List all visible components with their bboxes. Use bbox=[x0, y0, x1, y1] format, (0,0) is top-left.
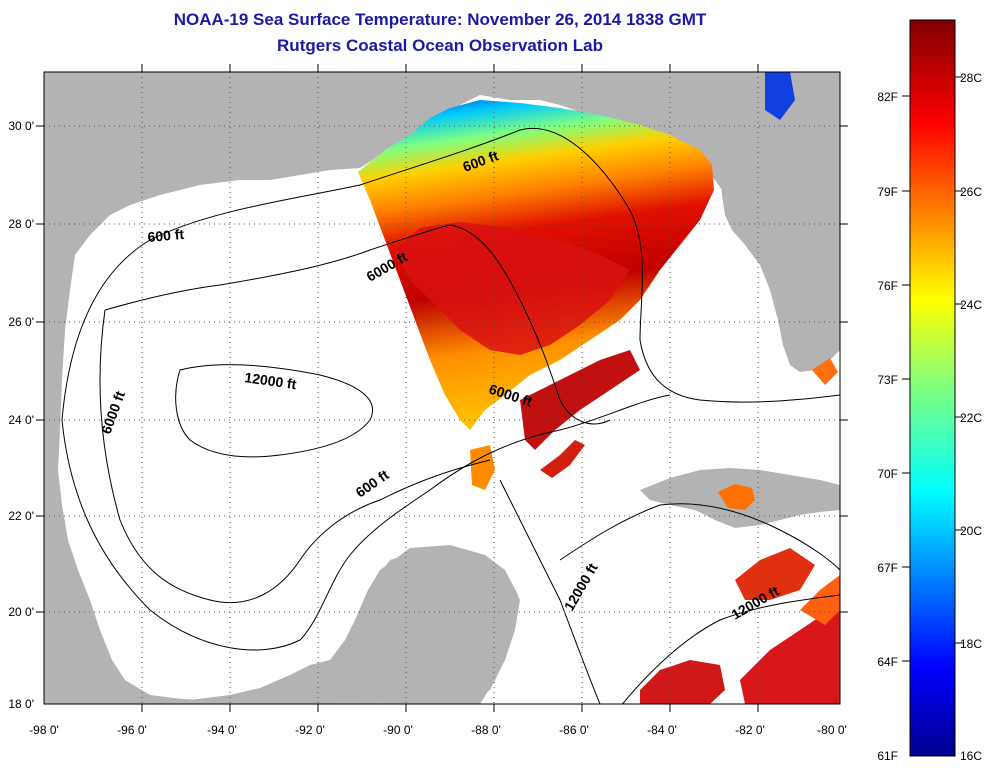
colorbar-f-label: 61F bbox=[877, 749, 898, 763]
sst-patch-florida-keys bbox=[470, 445, 495, 490]
lat-label: 18 0' bbox=[8, 697, 34, 711]
sst-streak-1 bbox=[520, 350, 640, 450]
colorbar-c-label: 26C bbox=[960, 185, 982, 199]
depth-label: 12000 ft bbox=[244, 369, 298, 392]
sst-patch-caribbean-1 bbox=[640, 660, 725, 704]
colorbar-c-label: 22C bbox=[960, 411, 982, 425]
lat-label: 30 0' bbox=[8, 119, 34, 133]
lat-label: 20 0' bbox=[8, 605, 34, 619]
depth-label: 600 ft bbox=[147, 226, 185, 245]
lon-label: -86 0' bbox=[559, 723, 589, 737]
sst-patch-caribbean-3 bbox=[735, 548, 815, 600]
lon-label: -98 0' bbox=[29, 723, 59, 737]
lon-label: -94 0' bbox=[207, 723, 237, 737]
axis-ticks bbox=[36, 64, 848, 712]
sst-patch-atlantic bbox=[765, 72, 795, 120]
colorbar-c-label: 24C bbox=[960, 298, 982, 312]
colorbar-c-label: 18C bbox=[960, 637, 982, 651]
lat-label: 28 0' bbox=[8, 217, 34, 231]
land-central-america bbox=[44, 690, 360, 704]
sst-patch-cuba bbox=[718, 484, 755, 510]
lat-label: 22 0' bbox=[8, 509, 34, 523]
map-title: NOAA-19 Sea Surface Temperature: Novembe… bbox=[173, 10, 707, 29]
colorbar-c-label: 20C bbox=[960, 524, 982, 538]
lon-label: -84 0' bbox=[647, 723, 677, 737]
colorbar bbox=[909, 19, 956, 757]
lat-label: 26 0' bbox=[8, 315, 34, 329]
lat-label: 24 0' bbox=[8, 413, 34, 427]
colorbar-c-label: 28C bbox=[960, 71, 982, 85]
lon-label: -82 0' bbox=[735, 723, 765, 737]
lat-lon-grid bbox=[44, 72, 840, 704]
colorbar-f-label: 73F bbox=[877, 373, 898, 387]
colorbar-f-label: 76F bbox=[877, 279, 898, 293]
colorbar-f-label: 79F bbox=[877, 185, 898, 199]
colorbar-f-label: 67F bbox=[877, 561, 898, 575]
colorbar-f-label: 64F bbox=[877, 655, 898, 669]
sst-streak-2 bbox=[540, 440, 585, 478]
colorbar-celsius-labels: 28C 26C 24C 22C 20C 18C 16C bbox=[960, 71, 982, 763]
lon-label: -80 0' bbox=[817, 723, 847, 737]
colorbar-c-label: 16C bbox=[960, 749, 982, 763]
lon-label: -92 0' bbox=[295, 723, 325, 737]
sst-warm-core bbox=[395, 222, 630, 355]
land-yucatan bbox=[345, 545, 518, 704]
colorbar-fahrenheit-labels: 82F 79F 76F 73F 70F 67F 64F 61F bbox=[877, 90, 898, 763]
bathymetry-contours bbox=[61, 128, 840, 704]
land-florida bbox=[720, 72, 840, 372]
colorbar-f-label: 82F bbox=[877, 90, 898, 104]
lon-label: -96 0' bbox=[117, 723, 147, 737]
longitude-labels: -98 0' -96 0' -94 0' -92 0' -90 0' -88 0… bbox=[29, 723, 847, 737]
sst-patch-keys-east bbox=[812, 358, 838, 385]
sst-patch-caribbean-2 bbox=[740, 600, 840, 704]
colorbar-f-label: 70F bbox=[877, 467, 898, 481]
colorbar-ticks bbox=[902, 76, 963, 662]
map-subtitle: Rutgers Coastal Ocean Observation Lab bbox=[277, 36, 603, 55]
lon-label: -90 0' bbox=[383, 723, 413, 737]
lon-label: -88 0' bbox=[471, 723, 501, 737]
latitude-labels: 30 0' 28 0' 26 0' 24 0' 22 0' 20 0' 18 0… bbox=[8, 119, 34, 711]
